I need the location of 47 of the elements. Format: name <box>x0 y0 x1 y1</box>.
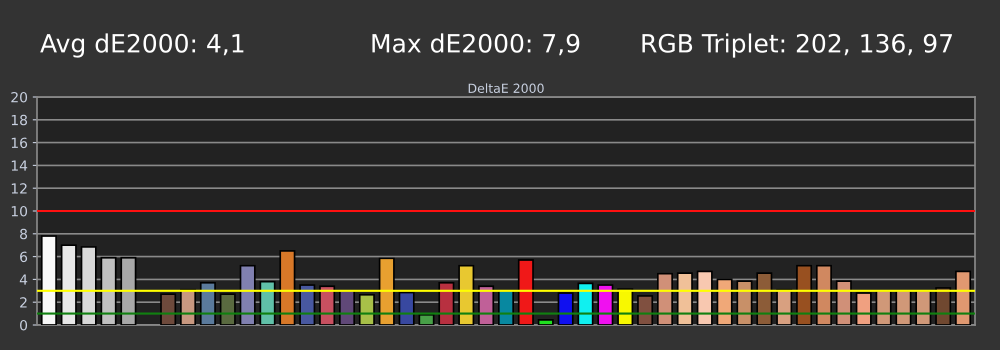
y-tick-label: 8 <box>20 228 28 240</box>
bar <box>518 259 534 325</box>
bar <box>637 295 654 325</box>
y-tick-label: 2 <box>20 297 27 308</box>
chart-title: DeltaE 2000 <box>468 83 544 94</box>
bar <box>736 280 752 325</box>
bar <box>378 257 395 325</box>
y-tick-label: 12 <box>12 183 27 194</box>
bar <box>856 292 872 325</box>
bar <box>319 285 336 325</box>
y-tick-label: 0 <box>20 320 28 330</box>
bar <box>279 250 296 325</box>
bar <box>796 264 812 325</box>
bar <box>656 272 673 325</box>
bar <box>756 272 772 325</box>
text: Max dE2000: 7,9 <box>372 33 580 56</box>
bar <box>240 264 256 325</box>
bar <box>418 314 434 325</box>
text: Avg dE2000: 4,1 <box>40 33 244 58</box>
bar <box>478 285 494 325</box>
bar <box>260 280 276 325</box>
bar <box>836 280 852 325</box>
bar <box>398 292 415 325</box>
bar <box>80 246 97 325</box>
y-tick-label: 4 <box>20 274 28 285</box>
bar <box>160 293 176 325</box>
y-tick-label: 20 <box>11 92 28 102</box>
bar <box>358 294 375 325</box>
y-tick-label: 10 <box>12 206 28 216</box>
bar <box>40 235 57 325</box>
bar <box>538 319 554 325</box>
bar <box>100 256 117 325</box>
y-tick-label: 14 <box>12 160 28 171</box>
bar <box>458 264 474 325</box>
bar <box>816 264 832 325</box>
y-tick-label: 18 <box>12 114 28 126</box>
y-tick-label: 6 <box>20 252 28 262</box>
text: RGB Triplet: 202, 136, 97 <box>642 33 952 58</box>
bar <box>60 244 77 325</box>
bar <box>120 256 136 325</box>
bar <box>558 292 574 325</box>
bar <box>955 270 972 325</box>
y-tick-label: 16 <box>12 138 28 148</box>
bar <box>696 270 713 325</box>
bar <box>676 272 693 325</box>
bar <box>220 293 236 325</box>
bar <box>935 287 952 325</box>
